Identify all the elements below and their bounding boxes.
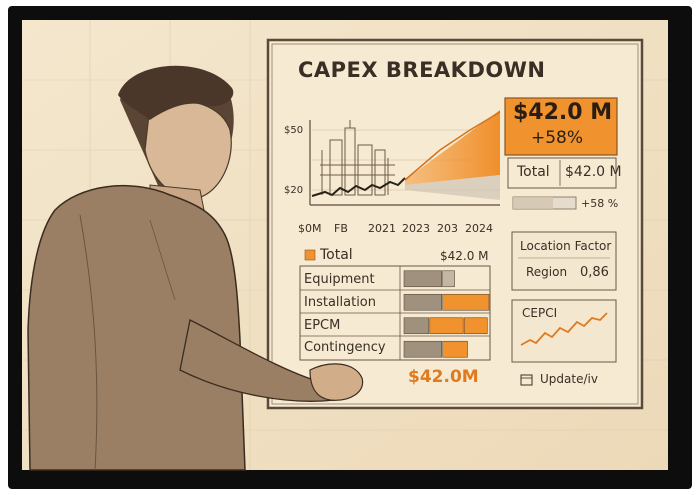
- legend-total-value: $42.0 M: [440, 249, 489, 263]
- breakdown-segment: [429, 317, 464, 335]
- breakdown-segment: [442, 270, 455, 288]
- board-title: CAPEX BREAKDOWN: [298, 58, 546, 82]
- x-tick-5: 2024: [465, 222, 493, 235]
- x-tick-3: 2023: [402, 222, 430, 235]
- y-tick-top: $50: [284, 125, 304, 136]
- y-tick-bottom: $20: [284, 185, 304, 196]
- legend-total-label: Total: [320, 247, 353, 263]
- summary-value: $42.0 M: [565, 164, 622, 180]
- breakdown-segment: [403, 317, 430, 335]
- location-region-value: 0,86: [580, 265, 609, 280]
- breakdown-segment: [403, 340, 443, 358]
- headline-value: $42.0 M: [513, 100, 613, 125]
- breakdown-segment: [442, 293, 490, 311]
- summary-label: Total: [517, 164, 550, 180]
- row-label-epcm: EPCM: [304, 318, 341, 333]
- x-tick-2: 2021: [368, 222, 396, 235]
- breakdown-segment: [442, 340, 468, 358]
- x-tick-1: FB: [334, 222, 348, 235]
- cepci-card-title: CEPCI: [522, 306, 558, 320]
- breakdown-segment: [403, 293, 443, 311]
- bar-change: +58 %: [581, 197, 619, 210]
- x-tick-4: 203: [437, 222, 458, 235]
- headline-change: +58%: [531, 128, 584, 148]
- row-label-equipment: Equipment: [304, 272, 375, 287]
- breakdown-bars: [403, 270, 490, 358]
- update-button-label: Update/iv: [540, 372, 598, 386]
- row-label-contingency: Contingency: [304, 340, 386, 355]
- location-card-title: Location Factor: [520, 239, 612, 253]
- x-tick-0: $0M: [298, 222, 322, 235]
- update-button[interactable]: Update/iv: [516, 370, 616, 390]
- breakdown-segment: [463, 317, 488, 335]
- row-label-installation: Installation: [304, 295, 377, 310]
- breakdown-total: $42.0M: [408, 367, 479, 387]
- breakdown-segment: [403, 270, 443, 288]
- person-sketch: [27, 65, 364, 471]
- location-region-label: Region: [526, 265, 568, 279]
- calendar-icon: [521, 375, 532, 385]
